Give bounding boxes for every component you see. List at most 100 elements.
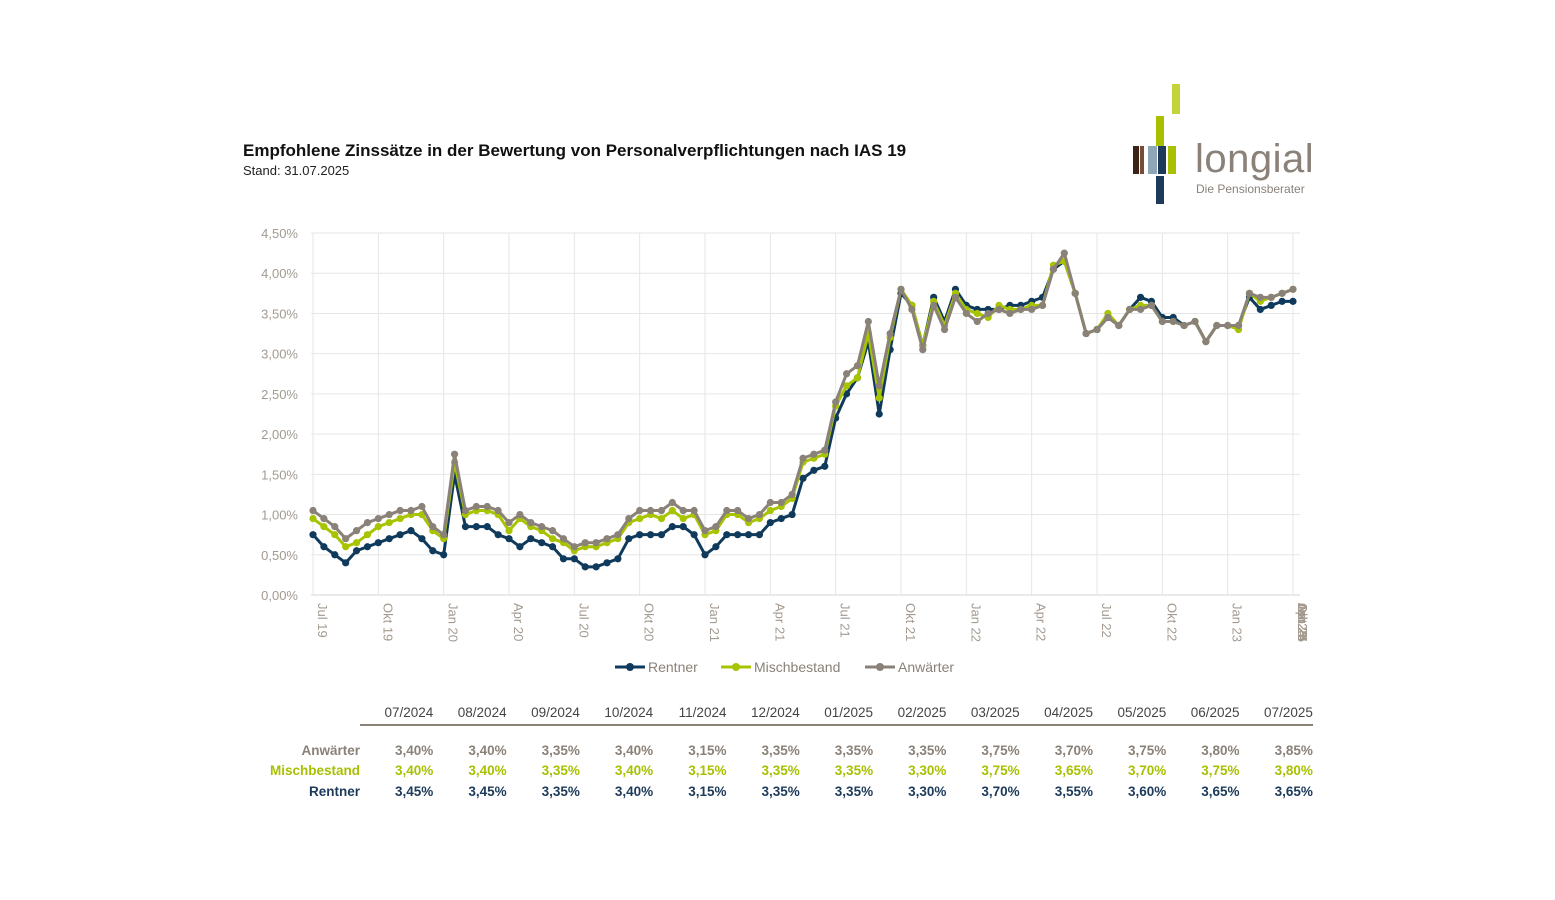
logo-mark-bar [1133, 146, 1139, 174]
table-cell: 3,70% [981, 783, 1020, 799]
data-point [483, 523, 491, 531]
data-point [342, 543, 350, 551]
data-point [1213, 321, 1221, 330]
data-point [1245, 289, 1254, 297]
data-point [973, 309, 981, 318]
data-point [396, 514, 404, 523]
data-point [418, 502, 426, 511]
data-point [1093, 325, 1101, 334]
data-point [919, 346, 927, 354]
table-cell: 3,15% [688, 763, 727, 779]
data-point [1256, 305, 1264, 314]
data-point [1234, 321, 1243, 330]
data-point [723, 506, 731, 515]
data-point [1136, 293, 1145, 301]
legend-swatch-marker [626, 663, 634, 671]
table-cell: 3,70% [1127, 763, 1167, 779]
data-point [352, 539, 361, 547]
data-point [527, 519, 535, 527]
data-point [810, 466, 818, 474]
y-tick-label: 3,00% [261, 347, 298, 362]
data-point [875, 394, 883, 402]
data-point [342, 535, 350, 543]
data-point [472, 523, 480, 531]
x-tick-label: Apr 21 [772, 603, 787, 641]
x-tick-label: Jul 19 [315, 603, 330, 638]
data-point [712, 523, 720, 531]
data-point [1256, 293, 1264, 301]
table-cell: 3,75% [981, 763, 1020, 779]
legend-swatch-marker [732, 663, 740, 671]
table-column-header: 12/2024 [726, 700, 800, 726]
data-point [1104, 313, 1112, 322]
x-tick-label: Okt 24 [1295, 603, 1310, 641]
data-point [777, 514, 785, 523]
data-point [755, 510, 764, 519]
table-cell: 3,35% [541, 763, 580, 779]
data-point [385, 519, 393, 527]
x-tick-label: Jan 25 [1295, 603, 1310, 642]
data-point [320, 543, 328, 551]
data-point [1224, 321, 1232, 330]
table-column-header: 09/2024 [506, 700, 580, 726]
data-point [832, 398, 840, 406]
legend-label: Rentner [648, 659, 698, 675]
logo-mark-bar [1140, 146, 1144, 174]
data-point [614, 531, 622, 539]
data-point [309, 531, 317, 539]
data-point [701, 527, 709, 535]
x-tick-label: Okt 20 [642, 603, 657, 641]
x-tick-label: Jul 20 [576, 603, 591, 638]
data-point [1267, 301, 1275, 309]
data-point [821, 446, 829, 454]
data-point [679, 514, 687, 523]
data-point [886, 329, 894, 338]
data-point [1169, 317, 1177, 326]
data-point [385, 510, 393, 519]
data-point [657, 531, 666, 539]
table-cell: 3,35% [761, 783, 800, 799]
x-tick-label: Jul 21 [838, 603, 853, 638]
x-tick-label: Jan 24 [1295, 603, 1310, 642]
data-point [766, 506, 774, 515]
x-tick-label: Apr 23 [1295, 603, 1310, 641]
data-point [1289, 297, 1297, 305]
data-point [897, 285, 905, 293]
legend-label: Mischbestand [754, 659, 840, 675]
table-column-header: 06/2025 [1166, 700, 1240, 726]
data-point [320, 523, 328, 531]
table-cell: 3,15% [688, 742, 727, 758]
data-point [853, 362, 862, 370]
data-point [1006, 309, 1014, 318]
data-point [396, 506, 404, 515]
data-point [690, 506, 698, 515]
data-point [734, 531, 742, 539]
table-column-header: 05/2025 [1092, 700, 1167, 726]
table-cell: 3,40% [614, 783, 654, 799]
table-cell: 3,45% [468, 783, 507, 799]
logo-tagline: Die Pensionsberater [1196, 182, 1305, 196]
table-cell: 3,70% [1054, 742, 1093, 758]
data-point [516, 510, 524, 519]
x-tick-label: Apr 24 [1295, 603, 1310, 641]
data-point [908, 305, 916, 314]
data-point [646, 506, 655, 515]
data-point [984, 309, 992, 318]
data-point [1017, 305, 1025, 314]
data-point [625, 535, 633, 543]
data-point [331, 531, 339, 539]
data-point [1180, 321, 1188, 330]
title-block: Empfohlene Zinssätze in der Bewertung vo… [243, 140, 906, 180]
table-cell: 3,80% [1274, 763, 1313, 779]
table-column-header: 10/2024 [579, 700, 654, 726]
data-point [331, 551, 339, 559]
table-cell: 3,35% [834, 783, 874, 799]
table-column-header: 11/2024 [653, 700, 727, 726]
data-point [875, 382, 883, 390]
rates-table: 07/2024 08/2024 09/2024 10/2024 11/2024 12/20… [240, 700, 1313, 802]
data-point [625, 514, 633, 523]
table-cell: 3,35% [908, 742, 947, 758]
data-point [636, 514, 644, 523]
table-row-label: Rentner [308, 783, 360, 799]
table-cell: 3,35% [834, 763, 874, 779]
